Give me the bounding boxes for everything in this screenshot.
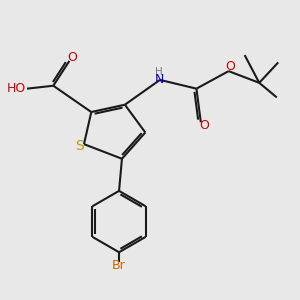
Text: S: S <box>75 139 84 153</box>
Text: O: O <box>225 60 235 73</box>
Text: N: N <box>155 74 165 86</box>
Text: O: O <box>67 51 76 64</box>
Text: HO: HO <box>6 82 26 95</box>
Text: O: O <box>200 119 209 132</box>
Text: H: H <box>154 67 162 77</box>
Text: Br: Br <box>112 259 126 272</box>
